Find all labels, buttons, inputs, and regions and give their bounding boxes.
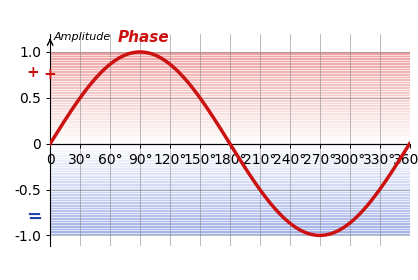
Bar xyxy=(50,199,410,202)
Bar xyxy=(50,103,410,107)
Bar xyxy=(50,180,410,184)
Bar xyxy=(50,92,410,96)
Bar xyxy=(50,228,410,232)
Bar xyxy=(50,133,410,136)
Bar xyxy=(50,78,410,81)
Bar xyxy=(50,232,410,235)
Bar xyxy=(50,166,410,169)
Bar xyxy=(50,213,410,217)
Bar xyxy=(50,202,410,206)
Bar xyxy=(50,158,410,162)
Bar xyxy=(50,59,410,63)
Bar xyxy=(50,125,410,129)
Bar xyxy=(50,162,410,166)
Text: Phase: Phase xyxy=(118,30,170,45)
Bar xyxy=(50,114,410,118)
Bar xyxy=(50,140,410,144)
Bar xyxy=(50,85,410,89)
Bar xyxy=(50,129,410,133)
Bar xyxy=(50,169,410,173)
Bar xyxy=(50,74,410,78)
Bar xyxy=(50,81,410,85)
Bar xyxy=(50,96,410,100)
Bar xyxy=(50,63,410,67)
Bar xyxy=(50,195,410,199)
Bar xyxy=(50,151,410,155)
Bar xyxy=(50,118,410,122)
Bar xyxy=(50,70,410,74)
Text: Amplitude: Amplitude xyxy=(53,32,110,42)
Bar xyxy=(50,191,410,195)
Bar xyxy=(50,173,410,177)
Bar xyxy=(50,67,410,70)
Bar xyxy=(50,89,410,92)
Bar xyxy=(50,221,410,224)
Text: +: + xyxy=(44,67,56,82)
Text: −: − xyxy=(26,206,41,224)
Bar xyxy=(50,56,410,59)
Bar xyxy=(50,122,410,125)
Bar xyxy=(50,147,410,151)
Bar xyxy=(50,188,410,191)
Bar xyxy=(50,136,410,140)
Bar xyxy=(50,210,410,213)
Bar xyxy=(50,52,410,56)
Bar xyxy=(50,184,410,188)
Bar xyxy=(50,217,410,221)
Bar xyxy=(50,155,410,158)
Bar xyxy=(50,111,410,114)
Text: −: − xyxy=(27,210,42,228)
Bar xyxy=(50,107,410,111)
Text: +: + xyxy=(26,65,39,80)
Bar xyxy=(50,206,410,210)
Bar xyxy=(50,177,410,180)
Bar xyxy=(50,224,410,228)
Bar xyxy=(50,144,410,147)
Bar xyxy=(50,100,410,103)
